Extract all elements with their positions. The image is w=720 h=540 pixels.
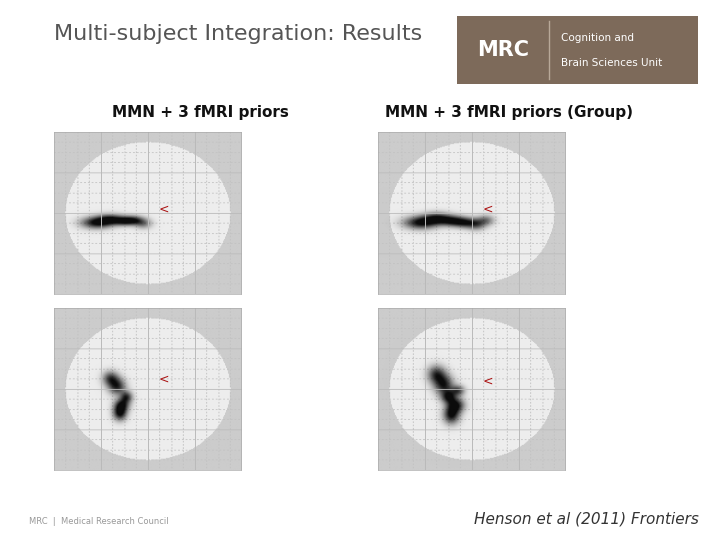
Text: <: < (159, 373, 169, 386)
Text: MRC: MRC (477, 40, 529, 60)
Text: MMN + 3 fMRI priors: MMN + 3 fMRI priors (112, 105, 289, 120)
Text: <: < (483, 202, 493, 216)
Text: Multi-subject Integration: Results: Multi-subject Integration: Results (54, 24, 422, 44)
Text: Cognition and: Cognition and (561, 33, 634, 43)
Text: <: < (159, 202, 169, 216)
Text: MMN + 3 fMRI priors (Group): MMN + 3 fMRI priors (Group) (385, 105, 633, 120)
Text: Brain Sciences Unit: Brain Sciences Unit (561, 58, 662, 69)
Text: MRC  |  Medical Research Council: MRC | Medical Research Council (29, 517, 168, 526)
Text: Henson et al (2011) Frontiers: Henson et al (2011) Frontiers (474, 511, 698, 526)
Text: <: < (483, 374, 493, 387)
